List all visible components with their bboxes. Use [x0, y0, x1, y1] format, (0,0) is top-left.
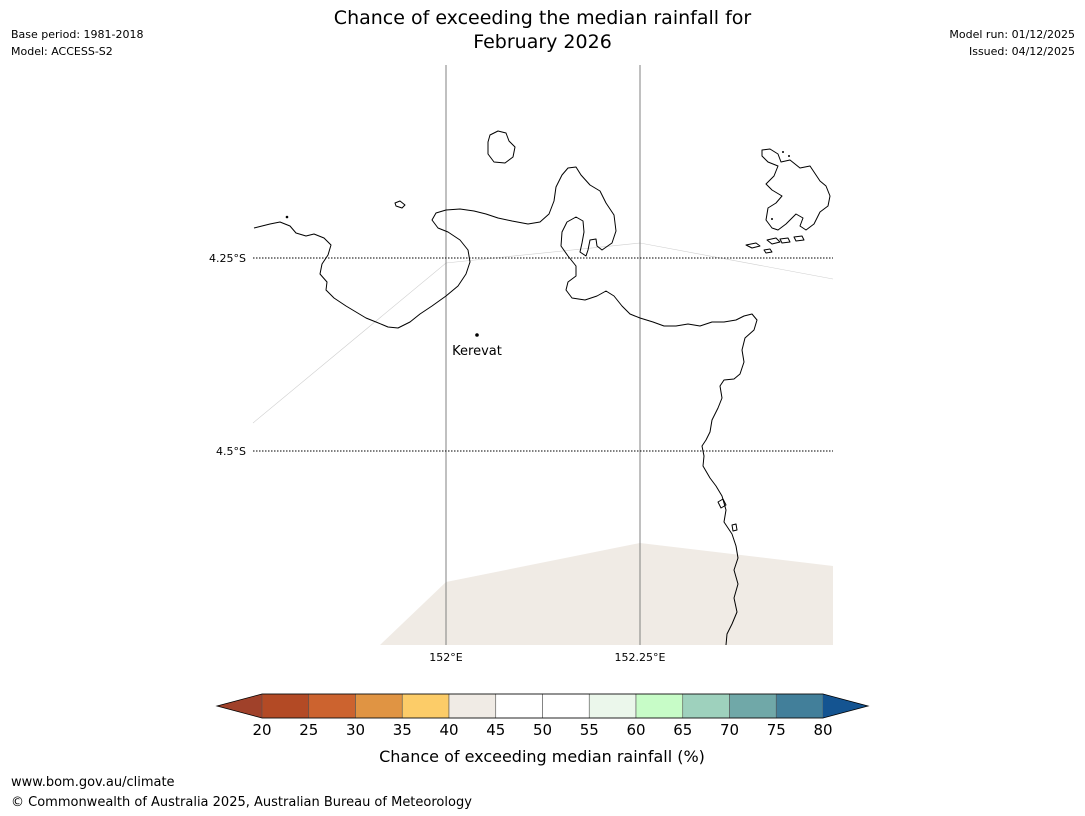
website-url[interactable]: www.bom.gov.au/climate — [11, 775, 175, 790]
colorbar-tick-label: 30 — [346, 721, 365, 739]
town-label-kerevat: Kerevat — [452, 344, 502, 359]
base-period: Base period: 1981-2018 — [11, 28, 144, 41]
colorbar-extend-high — [823, 694, 868, 718]
lat-label-4-25S: 4.25°S — [209, 252, 246, 265]
colorbar-tick-label: 25 — [299, 721, 318, 739]
colorbar: 20 25 30 35 40 45 50 55 60 65 70 75 80 — [215, 693, 870, 739]
colorbar-tick-label: 65 — [673, 721, 692, 739]
base-period-info: Base period: 1981-2018 Model: ACCESS-S2 — [11, 26, 143, 60]
colorbar-segment — [542, 693, 590, 719]
colorbar-segment — [401, 693, 450, 719]
colorbar-segment — [308, 693, 356, 719]
colorbar-segment — [261, 693, 310, 719]
islet-dot — [782, 151, 784, 153]
map-title: Chance of exceeding the median rainfall … — [0, 6, 1085, 54]
colorbar-segment — [729, 693, 777, 719]
title-line-1: Chance of exceeding the median rainfall … — [333, 7, 752, 29]
model-run-date: Model run: 01/12/2025 — [949, 28, 1075, 41]
islet-dot — [788, 155, 790, 157]
issued-date: Issued: 04/12/2025 — [968, 45, 1075, 58]
colorbar-tick-label: 75 — [767, 721, 786, 739]
coastline-islet-3 — [766, 237, 781, 245]
colorbar-tick-label: 80 — [813, 721, 832, 739]
coastline-duke-of-york-islands — [761, 148, 831, 231]
lon-label-152-25E: 152.25°E — [615, 651, 666, 664]
colorbar-tick-label: 50 — [533, 721, 552, 739]
model-name: Model: ACCESS-S2 — [11, 45, 113, 58]
colorbar-tick-label: 35 — [393, 721, 412, 739]
lon-label-152E: 152°E — [429, 651, 462, 664]
colorbar-outline — [215, 693, 870, 719]
colorbar-tick-label: 60 — [626, 721, 645, 739]
colorbar-segment — [775, 693, 824, 719]
colorbar-tick-label: 45 — [486, 721, 505, 739]
colorbar-tick-label: 55 — [580, 721, 599, 739]
coastline-small-islet — [394, 200, 406, 209]
colorbar-segment — [495, 693, 543, 719]
islet-dot — [771, 218, 773, 220]
colorbar-tick-label: 40 — [439, 721, 458, 739]
coastline-islet-2 — [745, 242, 761, 249]
grid-cell-boundary — [252, 242, 834, 424]
coastline-islet-7 — [717, 498, 727, 509]
model-run-info: Model run: 01/12/2025 Issued: 04/12/2025 — [949, 26, 1075, 60]
colorbar-segment — [448, 693, 497, 719]
coastline-islet-6 — [763, 248, 773, 254]
coastline-islet-4 — [779, 237, 791, 244]
colorbar-title: Chance of exceeding median rainfall (%) — [379, 747, 705, 766]
colorbar-extend-low — [217, 694, 262, 718]
coastline-islet-5 — [793, 235, 805, 242]
colorbar-tick-label: 20 — [252, 721, 271, 739]
coastline-islet-8 — [731, 523, 738, 532]
colorbar-segment — [588, 693, 637, 719]
colorbar-segment — [682, 693, 730, 719]
islet-dot — [285, 215, 289, 219]
town-marker-kerevat — [475, 333, 479, 337]
shaded-region-40-45 — [380, 543, 833, 645]
colorbar-segment — [635, 693, 684, 719]
title-line-2: February 2026 — [473, 31, 612, 53]
colorbar-tick-label: 70 — [720, 721, 739, 739]
coastline-watom-island — [487, 130, 516, 164]
copyright-notice: © Commonwealth of Australia 2025, Austra… — [11, 795, 472, 810]
coastline-gazelle-peninsula — [253, 166, 758, 646]
lat-label-4-5S: 4.5°S — [216, 445, 246, 458]
colorbar-segment — [355, 693, 403, 719]
